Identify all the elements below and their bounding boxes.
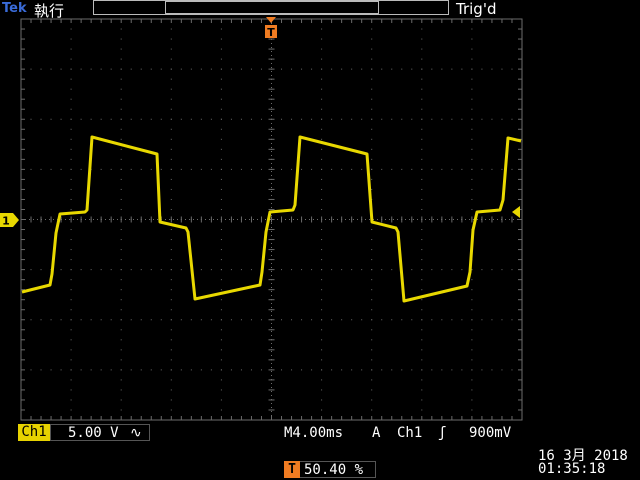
trigger-position-icon: T bbox=[284, 461, 300, 478]
grid-lines bbox=[20, 18, 523, 421]
trigger-position-letter: T bbox=[267, 26, 275, 39]
rising-edge-icon: ʃ bbox=[438, 425, 447, 441]
timebase-readout: M4.00ms bbox=[284, 425, 344, 441]
ch1-marker-label: 1 bbox=[2, 215, 10, 228]
record-length-bar bbox=[93, 0, 449, 15]
trigger-position-marker[interactable]: T bbox=[264, 17, 278, 39]
ch1-scale-box bbox=[50, 424, 150, 441]
trigger-level: 900mV bbox=[469, 425, 512, 441]
ch1-label[interactable]: Ch1 bbox=[18, 424, 50, 441]
ch1-ground-marker[interactable]: 1 bbox=[0, 212, 20, 228]
brand-logo: Tek bbox=[2, 1, 27, 16]
trigger-mode: A bbox=[372, 425, 381, 441]
ac-coupling-icon: ∿ bbox=[130, 425, 142, 441]
ch1-waveform bbox=[21, 135, 522, 303]
time-readout: 01:35:18 bbox=[538, 461, 606, 477]
date-readout: 16 3月 2018 bbox=[538, 448, 628, 464]
trigger-position-value: 50.40 % bbox=[304, 462, 364, 478]
record-view-window[interactable] bbox=[165, 1, 379, 14]
ch1-volts-per-div: 5.00 V bbox=[68, 425, 119, 441]
trigger-status: Trig'd bbox=[456, 0, 497, 18]
trigger-level-marker[interactable] bbox=[509, 206, 521, 218]
acquisition-status: 執行 bbox=[34, 2, 65, 20]
trigger-source: Ch1 bbox=[397, 425, 423, 441]
